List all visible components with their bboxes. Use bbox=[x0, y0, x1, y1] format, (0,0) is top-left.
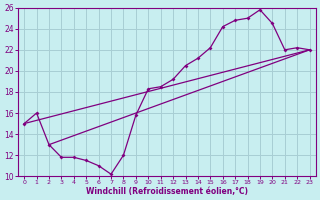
X-axis label: Windchill (Refroidissement éolien,°C): Windchill (Refroidissement éolien,°C) bbox=[86, 187, 248, 196]
